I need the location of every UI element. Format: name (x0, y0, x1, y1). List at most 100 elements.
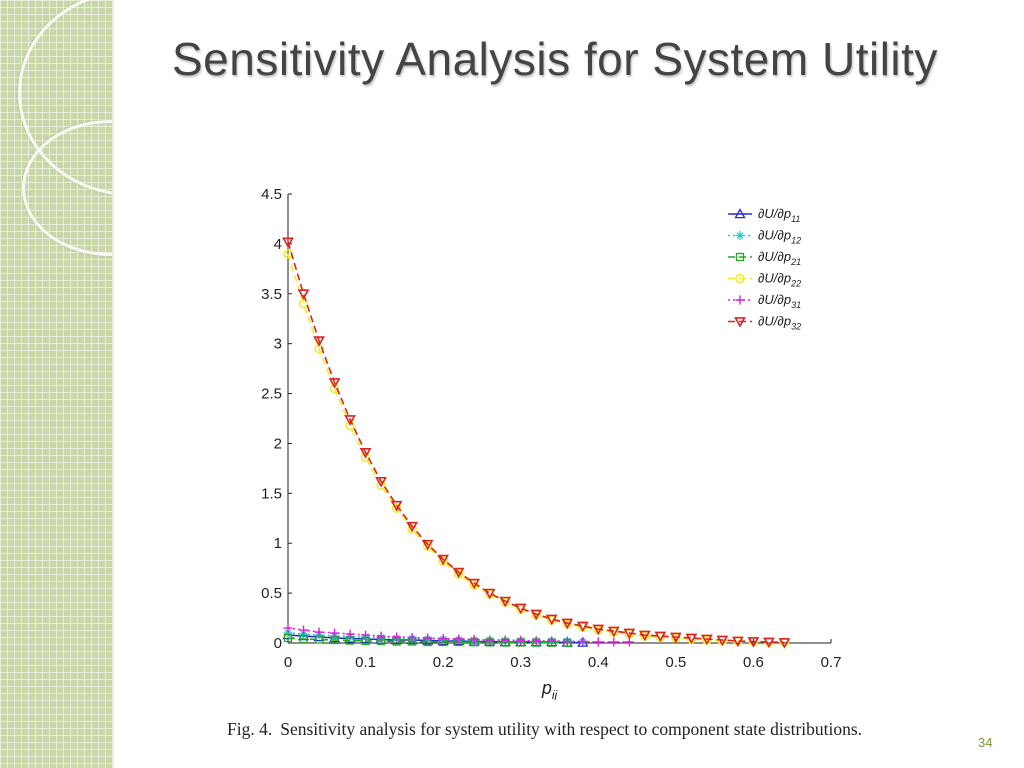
legend-marker (734, 208, 746, 219)
figure-caption: Fig. 4. Sensitivity analysis for system u… (227, 719, 907, 740)
figure-caption-prefix: Fig. 4. (227, 719, 273, 739)
data-point (283, 623, 293, 633)
data-point (297, 289, 310, 300)
data-point (330, 628, 340, 638)
data-point (685, 633, 698, 645)
y-tick-label: 2 (274, 435, 282, 452)
legend-label: ∂U/∂p22 (758, 271, 801, 289)
data-point (576, 621, 589, 633)
series-6 (282, 237, 791, 649)
data-point (485, 635, 495, 645)
page-number: 34 (978, 735, 993, 750)
data-point (328, 378, 341, 389)
y-tick-label: 3.5 (261, 286, 282, 303)
data-point (547, 636, 557, 646)
x-axis-label: pij (541, 678, 558, 700)
data-point (344, 415, 356, 426)
legend-entry: ∂U/∂p22 (728, 271, 801, 289)
data-point (607, 626, 620, 638)
data-point (313, 336, 325, 347)
data-point (763, 637, 775, 649)
data-point (592, 624, 605, 636)
slide-title: Sensitivity Analysis for System Utility (172, 33, 938, 85)
legend-marker (735, 231, 745, 240)
y-tick-label: 0 (274, 635, 282, 652)
data-point (623, 628, 636, 640)
data-point (376, 631, 386, 641)
series-line (287, 253, 785, 644)
legend-label: ∂U/∂p12 (758, 228, 801, 246)
series-line (287, 241, 785, 644)
y-tick-label: 0.5 (261, 585, 282, 602)
legend-marker (735, 295, 745, 305)
data-point (359, 448, 372, 459)
data-point (390, 500, 403, 512)
legend-label: ∂U/∂p11 (758, 206, 800, 224)
data-point (468, 578, 481, 590)
data-point (453, 635, 465, 646)
data-point (500, 635, 510, 645)
data-point (421, 539, 434, 551)
legend-label: ∂U/∂p32 (758, 314, 801, 332)
data-point (283, 633, 293, 643)
y-tick-label: 1.5 (261, 485, 282, 502)
figure-caption-text: Sensitivity analysis for system utility … (280, 719, 863, 739)
data-point (545, 614, 558, 626)
data-point (484, 635, 496, 646)
data-point (283, 628, 293, 638)
data-point (282, 237, 294, 249)
data-point (747, 637, 760, 648)
legend-entry: ∂U/∂p31 (728, 292, 801, 310)
data-point (669, 632, 682, 644)
data-point (778, 638, 791, 649)
x-tick-label: 0.7 (821, 654, 842, 671)
y-tick-label: 4.5 (261, 186, 282, 203)
sensitivity-chart: 0 0.5 1 1.5 2 2.5 3 3.5 4 4.5 0 0.1 0.2 0.3 0.4 0.5 0.6 0… (261, 186, 842, 700)
x-tick-label: 0 (284, 654, 292, 671)
legend-entry: ∂U/∂p12 (728, 228, 801, 246)
data-point (609, 637, 619, 647)
data-point (530, 609, 543, 621)
data-point (329, 383, 340, 394)
y-tick-label: 4 (274, 236, 282, 253)
data-point (299, 625, 309, 635)
legend-marker (735, 273, 745, 284)
data-point (422, 634, 434, 645)
series-4 (283, 249, 790, 647)
data-point (514, 603, 527, 615)
data-point (732, 636, 744, 648)
data-point (345, 420, 355, 431)
data-point (483, 588, 496, 600)
legend-entry: ∂U/∂p32 (728, 314, 801, 332)
x-tick-label: 0.4 (588, 654, 609, 671)
legend-label: ∂U/∂p31 (758, 292, 801, 310)
data-point (469, 635, 479, 645)
x-tick-label: 0.2 (433, 654, 454, 671)
data-point (701, 634, 713, 646)
legend-entry: ∂U/∂p11 (728, 206, 800, 224)
data-point (438, 634, 448, 644)
data-point (437, 554, 450, 566)
series-5 (283, 623, 634, 647)
x-tick-label: 0.3 (510, 654, 531, 671)
decorative-side-band (0, 0, 112, 768)
data-point (716, 635, 729, 647)
data-point (578, 637, 588, 647)
data-point (531, 636, 541, 646)
data-point (314, 627, 324, 637)
data-point (562, 637, 572, 647)
y-tick-label: 2.5 (261, 386, 282, 403)
data-point (361, 630, 371, 640)
legend-marker (734, 317, 746, 328)
data-point (499, 596, 512, 608)
data-point (638, 630, 651, 642)
legend-label: ∂U/∂p21 (758, 249, 801, 267)
data-point (406, 521, 418, 533)
data-point (407, 633, 417, 643)
data-point (392, 632, 402, 642)
data-point (654, 631, 667, 643)
legend-entry: ∂U/∂p21 (728, 249, 801, 267)
data-point (391, 503, 402, 514)
x-tick-label: 0.1 (355, 654, 376, 671)
data-point (375, 476, 387, 488)
